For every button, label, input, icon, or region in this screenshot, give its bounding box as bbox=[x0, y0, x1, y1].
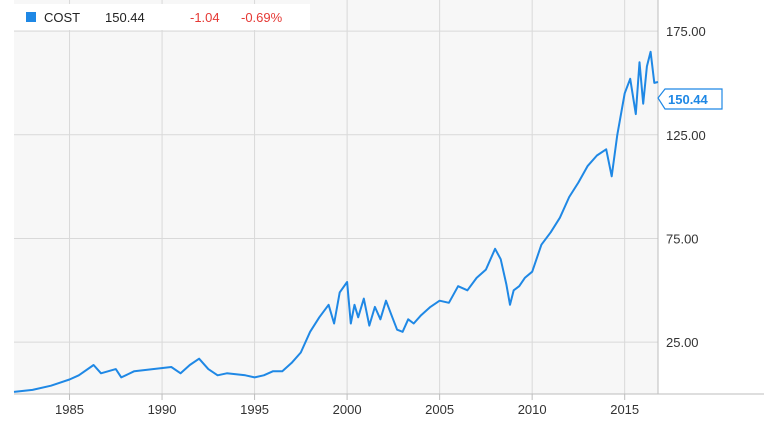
y-tick-label: 25.00 bbox=[666, 335, 699, 350]
legend-background bbox=[14, 4, 310, 30]
legend-ticker: COST bbox=[44, 10, 80, 25]
x-tick-label: 2005 bbox=[425, 402, 454, 417]
y-tick-label: 175.00 bbox=[666, 24, 706, 39]
x-tick-label: 1990 bbox=[148, 402, 177, 417]
x-tick-labels: 1985 1990 1995 2000 2005 2010 2015 bbox=[55, 394, 639, 417]
last-price-value: 150.44 bbox=[668, 92, 709, 107]
x-tick-label: 1995 bbox=[240, 402, 269, 417]
y-tick-label: 125.00 bbox=[666, 128, 706, 143]
grid-lines bbox=[14, 0, 658, 394]
x-tick-label: 2000 bbox=[333, 402, 362, 417]
legend-change: -1.04 bbox=[190, 10, 220, 25]
y-tick-labels: 25.00 75.00 125.00 175.00 bbox=[666, 24, 706, 350]
plot-area bbox=[14, 0, 658, 394]
last-price-tag-background bbox=[657, 88, 723, 110]
x-tick-label: 2010 bbox=[518, 402, 547, 417]
legend-price: 150.44 bbox=[105, 10, 145, 25]
legend-marker-icon bbox=[26, 12, 36, 22]
legend-change-percent: -0.69% bbox=[241, 10, 283, 25]
x-tick-label: 1985 bbox=[55, 402, 84, 417]
x-tick-label: 2015 bbox=[610, 402, 639, 417]
series-line-cost bbox=[13, 50, 659, 393]
legend: COST 150.44 -1.04 -0.69% bbox=[14, 4, 310, 30]
last-price-tag: 150.44 bbox=[657, 88, 723, 110]
y-tick-label: 75.00 bbox=[666, 231, 699, 246]
